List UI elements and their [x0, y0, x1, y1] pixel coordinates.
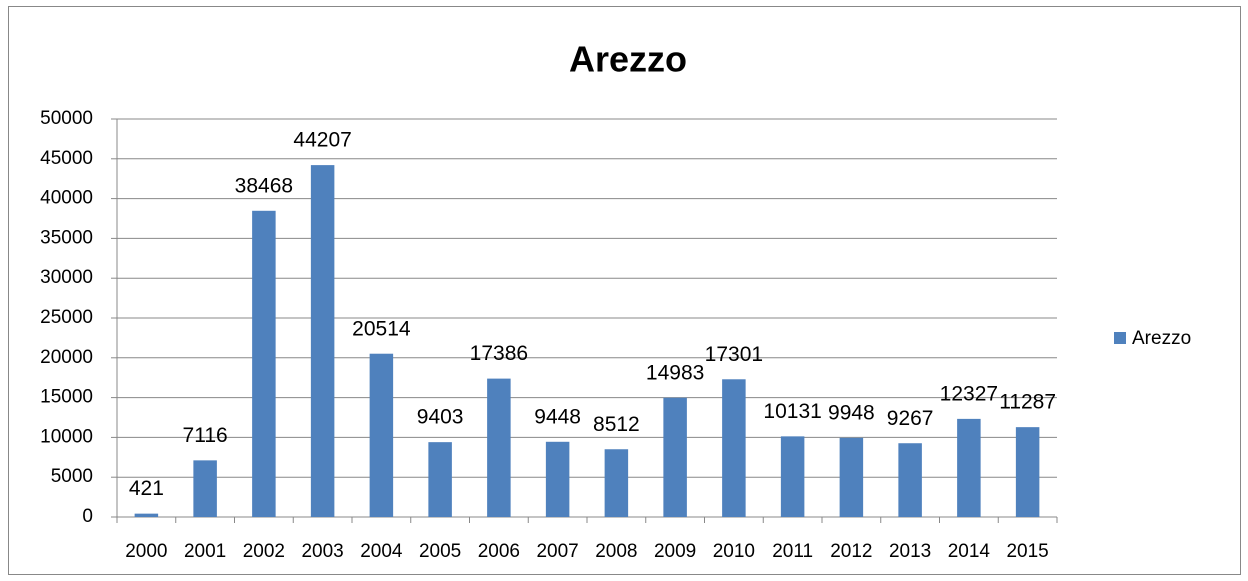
x-tick-label: 2010: [713, 541, 755, 562]
y-tick-label: 30000: [40, 267, 93, 288]
y-tick-label: 5000: [51, 466, 93, 487]
legend-swatch: [1114, 332, 1126, 344]
data-label: 10131: [763, 400, 821, 423]
chart-title: Arezzo: [569, 39, 687, 80]
data-label: 12327: [940, 382, 998, 405]
data-label: 38468: [235, 174, 293, 197]
x-tick-label: 2004: [360, 541, 403, 562]
bar: [252, 210, 276, 517]
x-tick-label: 2002: [243, 541, 285, 562]
x-tick-label: 2015: [1006, 541, 1048, 562]
legend-label: Arezzo: [1132, 328, 1191, 349]
bar: [428, 442, 452, 517]
bar: [487, 378, 511, 517]
data-label: 14983: [646, 361, 704, 384]
data-label: 20514: [352, 317, 411, 340]
bar: [1015, 427, 1040, 517]
bar: [193, 460, 217, 517]
data-label: 17386: [470, 342, 528, 365]
y-tick-label: 40000: [40, 188, 93, 209]
y-tick-label: 25000: [40, 307, 93, 328]
bar: [134, 513, 159, 517]
data-label: 8512: [593, 413, 640, 436]
y-tick-label: 0: [82, 506, 93, 527]
x-tick-label: 2006: [478, 541, 520, 562]
x-tick-label: 2013: [889, 541, 931, 562]
data-label: 421: [129, 477, 164, 500]
x-tick-label: 2008: [595, 541, 637, 562]
x-tick-label: 2000: [125, 541, 167, 562]
x-tick-label: 2001: [184, 541, 226, 562]
bar: [839, 437, 864, 517]
y-tick-label: 45000: [40, 148, 93, 169]
bar: [957, 418, 981, 517]
data-label: 17301: [705, 343, 763, 366]
y-tick-label: 35000: [40, 227, 93, 248]
y-tick-label: 50000: [40, 108, 93, 129]
bar: [663, 397, 687, 517]
x-tick-label: 2007: [536, 541, 578, 562]
data-label: 11287: [999, 391, 1056, 414]
x-tick-label: 2005: [419, 541, 461, 562]
x-tick-label: 2003: [301, 541, 343, 562]
data-label: 7116: [183, 424, 228, 447]
data-label: 9948: [828, 401, 875, 424]
bar: [722, 379, 746, 517]
data-label: 9403: [417, 406, 464, 429]
x-tick-label: 2014: [948, 541, 991, 562]
y-tick-label: 20000: [40, 347, 93, 368]
data-label: 44207: [293, 129, 351, 152]
bar: [604, 449, 629, 517]
bar: [780, 436, 805, 517]
data-label: 9448: [534, 405, 581, 428]
bar: [310, 165, 335, 517]
bar: [369, 353, 394, 517]
y-tick-label: 15000: [40, 387, 93, 408]
x-tick-label: 2009: [654, 541, 696, 562]
data-label: 9267: [887, 407, 934, 430]
x-tick-label: 2011: [772, 541, 813, 562]
y-tick-label: 10000: [40, 426, 93, 447]
x-tick-label: 2012: [830, 541, 872, 562]
bar: [898, 443, 922, 517]
bar: [545, 441, 570, 517]
